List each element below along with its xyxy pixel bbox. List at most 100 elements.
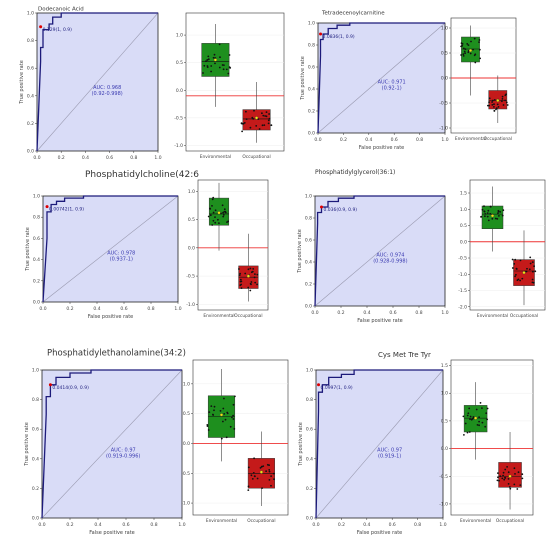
- roc-title: Phosphatidylethanolamine(34:2): [47, 349, 186, 359]
- x-tick-label: 1.0: [154, 155, 161, 161]
- roc-title: Tetradecenoylcarnitine: [321, 11, 385, 17]
- data-point: [531, 281, 534, 284]
- data-point: [239, 272, 242, 275]
- cutoff-point: [48, 383, 52, 387]
- category-label: Environmental: [460, 518, 491, 524]
- data-point: [472, 48, 474, 51]
- cutoff-point: [320, 205, 323, 209]
- data-point: [489, 212, 492, 215]
- mean-marker: [474, 416, 478, 420]
- x-tick-label: 1.0: [441, 310, 448, 316]
- data-point: [460, 54, 462, 56]
- data-point: [466, 414, 469, 417]
- data-point: [499, 211, 502, 213]
- data-point: [224, 211, 227, 214]
- data-point: [502, 471, 505, 474]
- data-point: [462, 55, 465, 57]
- data-point: [247, 466, 250, 469]
- data-point: [231, 416, 233, 419]
- y-tick-label: -1.0: [186, 302, 195, 308]
- data-point: [268, 113, 270, 115]
- data-point: [496, 103, 499, 106]
- x-tick-label: 0.4: [82, 155, 89, 161]
- data-point: [493, 110, 496, 112]
- data-point: [247, 489, 250, 491]
- data-point: [245, 110, 247, 113]
- y-tick-label: 1.0: [176, 33, 183, 39]
- data-point: [273, 478, 275, 481]
- auc-label: AUC: 0.971: [378, 80, 406, 86]
- y-tick-label: 0.6: [33, 236, 40, 242]
- mean-marker: [219, 413, 224, 417]
- data-point: [468, 407, 471, 410]
- y-tick-label: -0.5: [186, 274, 195, 280]
- data-point: [478, 420, 480, 423]
- data-point: [213, 405, 216, 408]
- data-point: [222, 420, 224, 423]
- category-label: Occupational: [510, 313, 538, 319]
- data-point: [533, 265, 535, 268]
- y-tick-label: 0.0: [460, 239, 467, 245]
- data-point: [531, 261, 534, 263]
- data-point: [481, 407, 483, 409]
- data-point: [262, 114, 265, 117]
- data-point: [218, 43, 221, 46]
- cutoff-point: [39, 25, 43, 29]
- y-axis-label: True positive rate: [24, 422, 30, 467]
- data-point: [460, 42, 463, 44]
- y-tick-label: 0.8: [33, 215, 40, 221]
- data-point: [232, 403, 235, 406]
- data-point: [256, 477, 259, 480]
- data-point: [239, 278, 242, 281]
- data-point: [207, 429, 210, 431]
- data-point: [229, 67, 232, 69]
- roc-panel: Phosphatidylcholine(42:6 0.0 0.2 0.4 0.6 0.8 1…: [25, 170, 199, 320]
- data-point: [211, 224, 214, 226]
- mean-marker: [490, 214, 495, 218]
- data-point: [266, 463, 269, 466]
- data-point: [516, 279, 519, 282]
- data-point: [209, 214, 212, 217]
- data-point: [519, 484, 522, 486]
- x-tick-label: 0.2: [338, 522, 345, 528]
- data-point: [473, 37, 476, 40]
- roc-curve: [315, 369, 443, 519]
- data-point: [526, 267, 528, 270]
- data-point: [488, 101, 490, 104]
- data-point: [508, 486, 511, 488]
- data-point: [502, 104, 505, 106]
- data-point: [501, 95, 504, 98]
- data-point: [506, 104, 509, 106]
- data-point: [464, 52, 466, 55]
- y-tick-label: 0.4: [305, 260, 312, 266]
- data-point: [223, 397, 225, 400]
- data-point: [463, 50, 466, 53]
- y-tick-label: 0.5: [183, 411, 190, 417]
- roc-panel: Dodecanoic Acid 0.0 0.2 0.4 0.6 0.8 1.0 0.0 0.2 0…: [19, 7, 162, 162]
- data-point: [496, 479, 499, 482]
- data-point: [467, 44, 470, 46]
- data-point: [483, 210, 486, 213]
- data-point: [514, 275, 516, 278]
- data-point: [488, 104, 490, 107]
- auc-label: AUC: 0.97: [377, 447, 402, 453]
- data-point: [528, 268, 531, 271]
- cutoff-point: [319, 32, 323, 36]
- y-tick-label: 0.0: [188, 245, 195, 251]
- data-point: [505, 101, 508, 104]
- data-point: [497, 476, 499, 479]
- data-point: [464, 48, 467, 51]
- x-tick-label: 0.2: [66, 522, 73, 528]
- x-tick-label: 0.2: [340, 137, 347, 143]
- y-tick-label: 0.0: [308, 131, 315, 137]
- y-axis-label: True positive rate: [25, 227, 31, 272]
- y-tick-label: -1.0: [174, 143, 183, 149]
- data-point: [207, 58, 210, 61]
- data-point: [221, 64, 224, 66]
- data-point: [476, 424, 479, 426]
- x-axis-label: False positive rate: [88, 314, 134, 320]
- data-point: [479, 57, 481, 60]
- data-point: [495, 107, 498, 109]
- data-point: [227, 72, 230, 75]
- data-point: [534, 270, 537, 273]
